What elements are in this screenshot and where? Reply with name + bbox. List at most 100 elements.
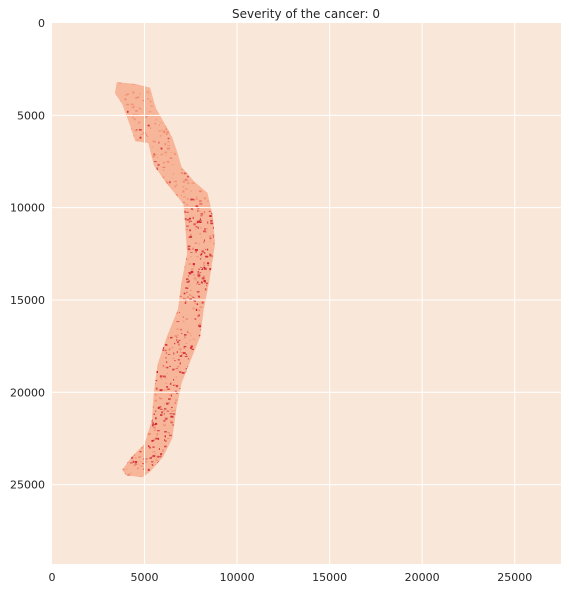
texture-mark (200, 253, 202, 256)
texture-mark (201, 277, 205, 280)
texture-mark (188, 280, 190, 282)
texture-mark (174, 335, 177, 337)
texture-mark (194, 268, 196, 271)
texture-mark (178, 348, 182, 350)
x-axis: 0 5000 10000 15000 20000 25000 (49, 571, 533, 584)
texture-mark (199, 222, 202, 223)
texture-mark (153, 426, 156, 429)
texture-mark (152, 438, 156, 441)
texture-mark (185, 188, 188, 190)
texture-mark (133, 113, 136, 116)
texture-mark (176, 385, 179, 388)
y-tick-label: 5000 (17, 109, 45, 122)
texture-mark (186, 175, 189, 178)
texture-mark (169, 413, 173, 415)
texture-mark (150, 135, 154, 137)
texture-mark (146, 122, 148, 124)
texture-mark (175, 376, 177, 378)
texture-mark (167, 432, 170, 434)
texture-mark (139, 476, 142, 478)
texture-mark (171, 177, 175, 179)
texture-mark (192, 247, 194, 250)
texture-mark (184, 346, 187, 348)
texture-mark (166, 334, 169, 336)
texture-mark (203, 262, 206, 264)
texture-mark (154, 154, 158, 156)
texture-mark (205, 255, 208, 257)
texture-mark (156, 456, 158, 458)
texture-mark (131, 107, 134, 109)
texture-mark (172, 424, 174, 426)
texture-mark (162, 349, 165, 351)
texture-mark (165, 344, 168, 346)
texture-mark (185, 353, 188, 356)
texture-mark (157, 163, 160, 166)
texture-mark (167, 420, 170, 423)
texture-mark (168, 348, 171, 350)
texture-mark (204, 276, 206, 279)
texture-mark (185, 287, 187, 289)
texture-mark (147, 468, 150, 471)
texture-mark (204, 282, 206, 284)
texture-mark (192, 338, 196, 340)
texture-mark (176, 339, 178, 341)
texture-mark (186, 296, 189, 299)
texture-mark (126, 88, 129, 90)
texture-mark (186, 281, 190, 283)
texture-mark (210, 222, 213, 225)
texture-mark (201, 301, 203, 304)
texture-mark (189, 272, 192, 275)
texture-mark (190, 183, 191, 185)
texture-mark (201, 281, 203, 284)
texture-mark (209, 235, 212, 238)
texture-mark (190, 234, 192, 237)
texture-mark (198, 268, 200, 271)
texture-mark (199, 258, 202, 260)
y-axis: 0 5000 10000 15000 20000 25000 (10, 17, 45, 492)
texture-mark (152, 455, 156, 458)
texture-mark (197, 275, 201, 277)
y-tick-label: 25000 (10, 479, 45, 492)
texture-mark (163, 166, 166, 168)
texture-mark (169, 365, 171, 367)
texture-mark (209, 254, 212, 257)
texture-mark (210, 219, 213, 222)
texture-mark (135, 457, 137, 459)
texture-mark (193, 223, 196, 226)
texture-mark (186, 279, 188, 281)
texture-mark (175, 194, 178, 197)
texture-mark (166, 140, 169, 142)
texture-mark (170, 421, 173, 424)
texture-mark (190, 270, 194, 274)
x-tick-label: 20000 (405, 571, 440, 584)
x-tick-label: 0 (49, 571, 56, 584)
texture-mark (179, 295, 182, 297)
texture-mark (193, 274, 195, 276)
texture-mark (200, 202, 202, 205)
texture-mark (156, 423, 159, 425)
texture-mark (192, 285, 195, 287)
texture-mark (163, 420, 166, 422)
texture-mark (183, 345, 185, 348)
texture-mark (198, 296, 201, 298)
texture-mark (175, 368, 179, 370)
texture-mark (183, 298, 186, 300)
texture-mark (175, 321, 177, 324)
texture-mark (207, 262, 210, 265)
texture-mark (204, 288, 207, 291)
texture-mark (155, 380, 158, 382)
texture-mark (207, 248, 209, 251)
texture-mark (174, 148, 177, 151)
texture-mark (154, 133, 156, 136)
texture-mark (196, 291, 200, 293)
texture-mark (183, 173, 186, 175)
x-tick-label: 5000 (131, 571, 159, 584)
texture-mark (197, 226, 199, 228)
texture-mark (186, 287, 189, 289)
texture-mark (152, 155, 156, 158)
texture-mark (181, 194, 182, 197)
texture-mark (203, 225, 207, 227)
texture-mark (137, 467, 139, 470)
texture-mark (185, 303, 187, 305)
